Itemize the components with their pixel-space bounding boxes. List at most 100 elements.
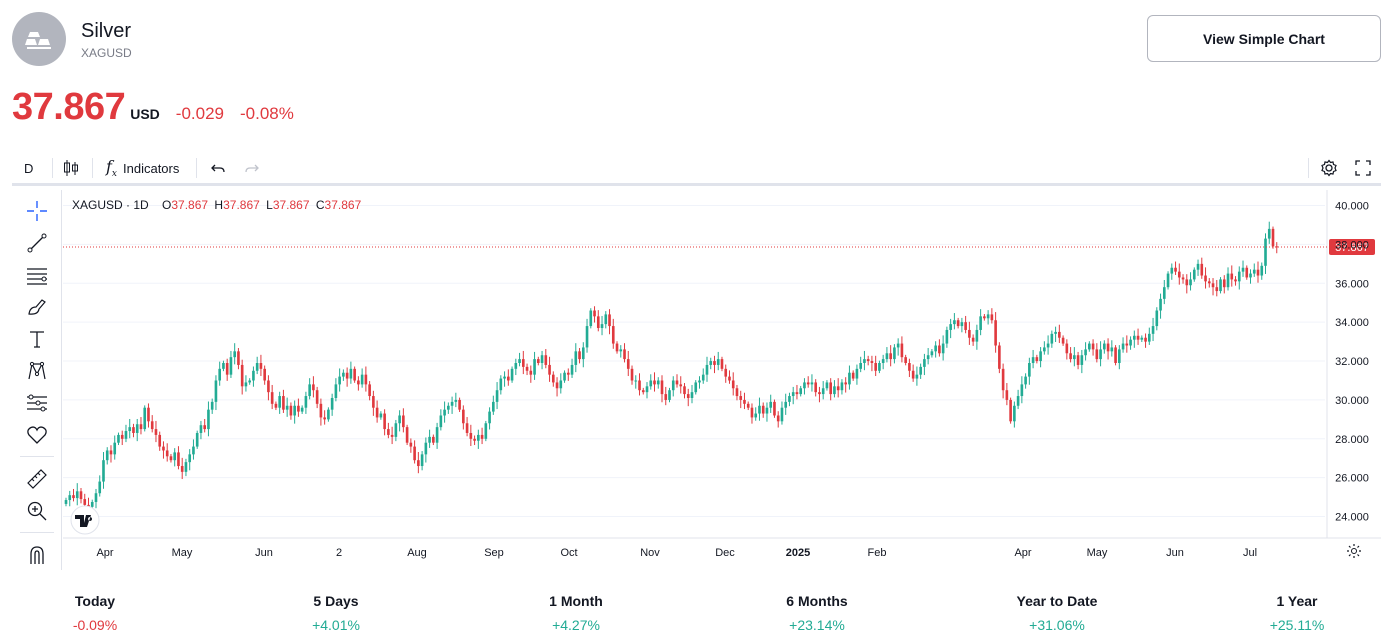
stat-1-month[interactable]: 1 Month +4.27% [496,593,656,633]
candle-body [405,427,409,443]
candle [1073,347,1076,367]
legend-high-label: H [214,198,224,212]
pattern-icon[interactable] [24,358,50,384]
candle-body [387,429,390,435]
candle [345,367,349,387]
candle [173,448,177,467]
candle-body [630,368,634,381]
candle-body [908,363,911,371]
y-tick-label: 32.000 [1335,356,1369,368]
candle [814,379,818,397]
candle [188,449,192,471]
stat-today[interactable]: Today -0.09% [15,593,175,633]
stat-5-days[interactable]: 5 Days +4.01% [256,593,416,633]
candle-body [709,361,713,365]
fullscreen-icon[interactable] [1354,158,1372,178]
tradingview-logo[interactable] [70,505,100,535]
candle [1050,330,1054,348]
stat-6-months[interactable]: 6 Months +23.14% [737,593,897,633]
redo-icon[interactable] [244,158,260,178]
candle [975,324,979,350]
candles-icon[interactable] [62,158,80,178]
candle-body [758,405,761,414]
crosshair-icon[interactable] [24,198,50,224]
candle-body [1241,267,1245,272]
scale-settings-icon[interactable] [1347,544,1361,558]
price-chart[interactable]: 37.867 24.000 26.000 28.000 30.000 32.000 34.0… [63,190,1381,570]
candle-body [1252,269,1256,274]
stat-1-year[interactable]: 1 Year +25.11% [1217,593,1377,633]
candle [641,387,645,395]
fib-icon[interactable] [24,262,50,288]
candle [964,315,967,334]
candle-body [671,380,675,391]
candle [1095,343,1099,363]
candle-body [1211,283,1215,288]
candle-body [596,316,600,329]
trendline-icon[interactable] [24,230,50,256]
candle [788,392,791,407]
candle [154,420,158,443]
candle [874,355,877,377]
brush-icon[interactable] [24,294,50,320]
candle-body [641,390,645,393]
candle [960,317,964,333]
candle [1001,363,1005,399]
candle-body [735,388,739,397]
candle-body [555,382,559,389]
candle [439,409,443,431]
zoom-icon[interactable] [24,498,50,524]
candle [1121,337,1125,353]
magnet-icon[interactable] [24,542,50,568]
candle-body [192,446,195,455]
favorite-icon[interactable] [24,422,50,448]
last-price-label: 37.867 [1335,242,1369,254]
indicators-button[interactable]: fx Indicators [106,157,179,179]
candle [424,437,428,463]
candle-body [480,434,484,439]
candle [237,348,240,370]
candle [1192,267,1196,282]
candle [203,418,207,433]
ruler-icon[interactable] [24,466,50,492]
stat-year-to-date[interactable]: Year to Date +31.06% [977,593,1137,633]
candle-body [462,409,465,424]
candle-body [180,466,184,472]
candle-body [428,436,431,443]
candle-body [1234,279,1237,282]
candle-body [619,349,623,352]
interval-button[interactable]: D [24,160,34,176]
stat-value: +4.01% [312,617,360,633]
text-icon[interactable] [24,326,50,352]
candle-body [713,361,716,365]
candle-body [956,320,960,327]
candle-body [372,396,375,408]
candle-body [252,370,255,381]
candle [570,358,574,378]
legend-high-value: 37.867 [223,198,260,212]
candle [596,310,600,332]
candle [593,306,596,323]
candle [473,435,476,446]
candle [585,318,589,353]
candle [656,377,660,389]
candle-body [477,434,480,441]
undo-icon[interactable] [210,158,226,178]
measure-icon[interactable] [24,390,50,416]
candle [1046,335,1050,355]
candle-body [259,363,263,369]
candle [195,430,199,449]
settings-icon[interactable] [1320,158,1338,178]
view-simple-chart-button[interactable]: View Simple Chart [1147,15,1381,62]
candle [731,372,735,396]
x-tick-label: Nov [640,547,660,559]
candle [312,376,315,398]
candle-body [465,423,469,433]
candle-body [135,424,139,433]
candle [555,377,559,397]
candle [1271,226,1275,249]
candle [945,326,949,348]
stat-value: +23.14% [789,617,845,633]
candle-body [1200,263,1204,276]
candle [525,363,529,376]
